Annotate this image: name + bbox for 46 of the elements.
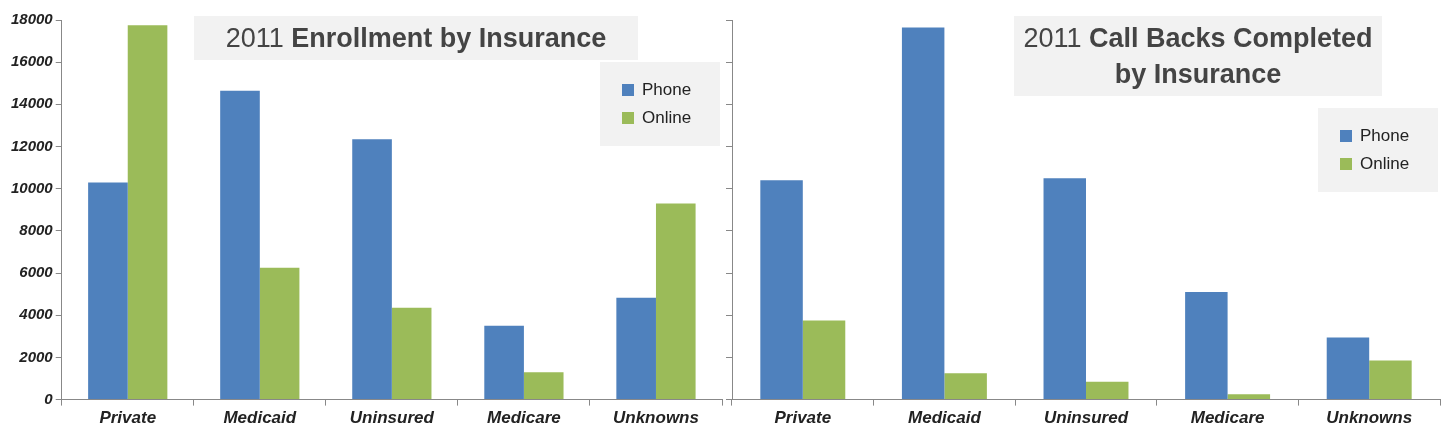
y-tick-label: 16000 [10, 52, 54, 70]
y-tick-label: 10000 [10, 178, 54, 196]
x-tick-label: Private [774, 408, 832, 428]
bar [1369, 360, 1412, 400]
bar [484, 325, 524, 400]
y-tick-label: 12000 [10, 136, 54, 154]
legend-label: Phone [642, 80, 692, 100]
bar [220, 90, 260, 400]
legend-label: Phone [1360, 126, 1410, 146]
y-tick-label: 2000 [18, 347, 54, 365]
y-tick-label: 14000 [10, 94, 54, 112]
bar [391, 307, 432, 400]
x-tick-label: Uninsured [349, 408, 435, 428]
x-tick-label: Unknowns [1326, 408, 1413, 428]
y-tick-label: 4000 [18, 305, 54, 323]
y-tick-label: 6000 [19, 263, 54, 281]
bar [88, 182, 128, 400]
bar [259, 267, 300, 400]
bar [352, 139, 392, 400]
x-tick-label: Medicaid [908, 408, 982, 428]
bar [127, 25, 168, 400]
bar [1227, 394, 1271, 400]
bar [944, 373, 987, 400]
legend-label: Online [1360, 154, 1410, 174]
bar [1185, 292, 1228, 400]
y-tick-label: 8000 [19, 221, 54, 239]
x-tick-label: Private [99, 408, 157, 428]
bar [1086, 381, 1129, 400]
bar [1043, 178, 1086, 400]
bar [655, 203, 696, 400]
bar [760, 180, 803, 400]
chart-title: 2011 Enrollment by Insurance [225, 23, 607, 53]
x-tick-label: Unknowns [612, 408, 699, 428]
bar [616, 297, 656, 400]
x-tick-label: Medicare [487, 408, 561, 428]
legend-label: Online [642, 108, 692, 128]
text: 2011 Call Backs Completed by Insurance [1023, 23, 1373, 89]
y-tick-label: 0 [44, 389, 54, 407]
bar [802, 320, 846, 400]
bar [523, 372, 564, 400]
bar [1326, 337, 1370, 400]
x-tick-label: Uninsured [1043, 408, 1129, 428]
y-tick-label: 18000 [10, 10, 54, 28]
bar [901, 27, 945, 400]
x-tick-label: Medicare [1190, 408, 1265, 428]
x-tick-label: Medicaid [223, 408, 297, 428]
